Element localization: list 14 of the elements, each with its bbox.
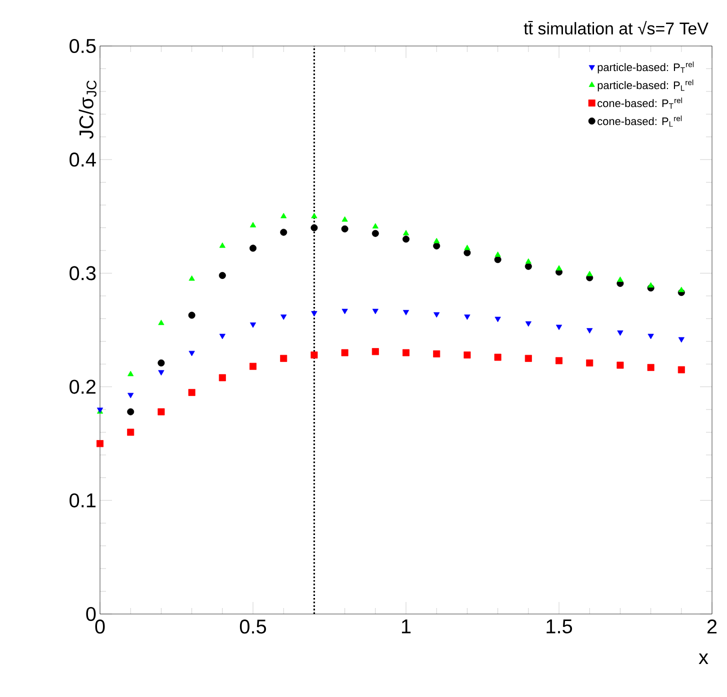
y-tick-label: 0.1 — [70, 493, 96, 508]
y-tick-label: 0.5 — [70, 38, 96, 54]
x-tick-label: 2 — [707, 620, 717, 634]
chart-title: tt̄ simulation at √s=7 TeV — [524, 20, 708, 34]
x-tick-label: 0.5 — [240, 620, 266, 634]
y-axis-title: JC/σ$_{JC}$ — [78, 80, 96, 139]
x-tick-label: 1 — [402, 620, 411, 634]
x-tick-label: 0 — [95, 620, 105, 634]
y-tick-label: 0.3 — [70, 266, 96, 280]
x-tick-label: 1.5 — [546, 620, 572, 634]
y-tick-label: 0.2 — [70, 380, 96, 394]
y-tick-label: 0 — [86, 606, 96, 622]
x-axis-title: x — [698, 654, 708, 664]
y-tick-label: 0.4 — [70, 152, 96, 167]
